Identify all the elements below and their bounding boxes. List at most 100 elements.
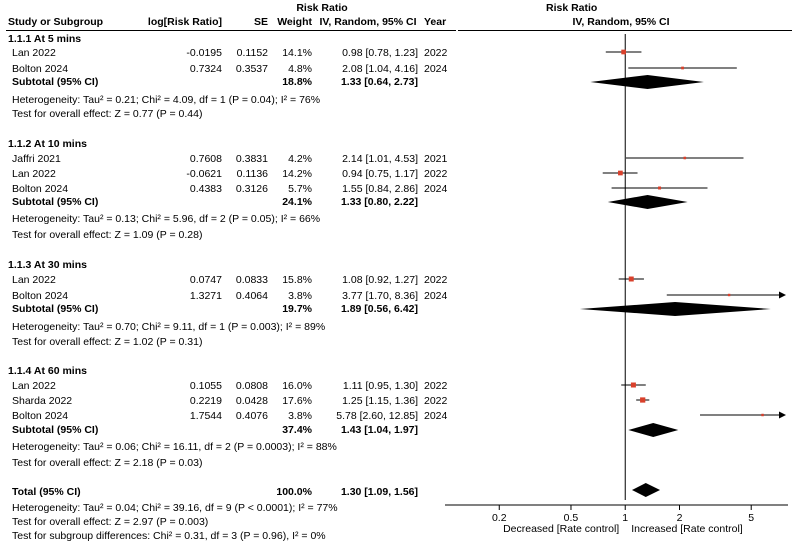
heterogeneity-text: Heterogeneity: Tau² = 0.21; Chi² = 4.09,… [12,94,321,106]
subtotal-ci: 1.33 [0.80, 2.22] [340,196,418,208]
header-log-rr: log[Risk Ratio] [147,16,222,28]
study-ci: 1.25 [1.15, 1.36] [342,395,418,407]
study-logrr: 0.0747 [189,274,222,286]
subtotal-weight: 19.7% [282,303,312,315]
study-weight: 16.0% [282,380,312,392]
subtotal-label: Subtotal (95% CI) [12,303,99,315]
study-box [658,186,662,190]
total-weight: 100.0% [276,486,312,498]
study-name: Sharda 2022 [12,395,73,407]
total-ci: 1.30 [1.09, 1.56] [340,486,418,498]
header-year: Year [424,16,447,28]
heterogeneity-text: Heterogeneity: Tau² = 0.06; Chi² = 16.11… [12,441,337,453]
subtotal-ci: 1.43 [1.04, 1.97] [340,424,418,436]
total-diamond [631,483,661,497]
subgroup-title: 1.1.2 At 10 mins [8,138,87,150]
total-heterogeneity-text: Heterogeneity: Tau² = 0.04; Chi² = 39.16… [12,502,338,514]
subtotal-weight: 37.4% [282,424,312,436]
subtotal-ci: 1.33 [0.64, 2.73] [340,76,418,88]
study-weight: 15.8% [282,274,312,286]
overall-effect-text: Test for overall effect: Z = 2.18 (P = 0… [12,457,203,469]
x-tick-label: 2 [677,512,683,524]
header-risk-ratio-left: Risk Ratio [296,2,348,14]
subtotal-diamond [628,423,679,437]
subtotal-ci: 1.89 [0.56, 6.42] [340,303,418,315]
study-box [681,66,684,70]
study-ci: 2.14 [1.01, 4.53] [342,153,418,165]
x-tick-label: 5 [748,512,754,524]
study-name: Lan 2022 [12,380,56,392]
study-weight: 4.2% [288,153,312,165]
study-se: 0.4064 [235,290,268,302]
study-logrr: 0.7324 [189,63,222,75]
study-box [683,156,687,160]
study-logrr: 0.2219 [189,395,222,407]
study-weight: 3.8% [288,410,312,422]
study-weight: 5.7% [288,183,312,195]
study-year: 2022 [424,168,448,180]
study-logrr: -0.0621 [186,168,222,180]
header-study: Study or Subgroup [8,16,104,28]
study-se: 0.3537 [235,63,268,75]
study-year: 2024 [424,290,448,302]
header-se: SE [253,16,268,28]
subtotal-weight: 18.8% [282,76,312,88]
study-se: 0.3126 [235,183,268,195]
study-logrr: 0.1055 [189,380,222,392]
study-year: 2022 [424,47,448,59]
study-box [621,49,626,55]
study-year: 2021 [424,153,448,165]
study-logrr: 0.4383 [189,183,222,195]
plot-subtitle: IV, Random, 95% CI [572,16,670,28]
subtotal-diamond [607,195,688,209]
header-risk-ratio-right: Risk Ratio [546,2,598,14]
study-name: Bolton 2024 [12,410,69,422]
overall-effect-text: Test for overall effect: Z = 1.09 (P = 0… [12,229,203,241]
study-ci: 2.08 [1.04, 4.16] [342,63,418,75]
overall-effect-text: Test for overall effect: Z = 0.77 (P = 0… [12,108,203,120]
study-year: 2024 [424,63,448,75]
x-tick-label: 1 [622,512,628,524]
study-weight: 4.8% [288,63,312,75]
plot-header-divider [458,30,792,31]
study-year: 2024 [424,183,448,195]
subtotal-label: Subtotal (95% CI) [12,196,99,208]
study-ci: 1.11 [0.95, 1.30] [342,380,418,392]
study-name: Lan 2022 [12,274,56,286]
study-se: 0.0808 [235,380,268,392]
study-box [727,293,731,297]
x-tick-label: 0.2 [492,512,507,524]
study-name: Lan 2022 [12,47,56,59]
study-box [618,170,623,176]
header-iv-random: IV, Random, 95% CI [319,16,417,28]
ci-arrow [779,291,786,299]
study-ci: 5.78 [2.60, 12.85] [336,410,418,422]
study-box [630,382,636,388]
study-name: Jaffri 2021 [12,153,61,165]
study-weight: 14.1% [282,47,312,59]
study-ci: 3.77 [1.70, 8.36] [342,290,418,302]
study-logrr: 1.3271 [189,290,222,302]
study-weight: 14.2% [282,168,312,180]
study-se: 0.3831 [235,153,268,165]
heterogeneity-text: Heterogeneity: Tau² = 0.70; Chi² = 9.11,… [12,321,326,333]
study-year: 2022 [424,395,448,407]
x-tick-label: 0.5 [564,512,579,524]
study-box [761,413,764,417]
heterogeneity-text: Heterogeneity: Tau² = 0.13; Chi² = 5.96,… [12,213,321,225]
subgroup-differences-text: Test for subgroup differences: Chi² = 0.… [12,530,326,542]
overall-effect-text: Test for overall effect: Z = 1.02 (P = 0… [12,336,203,348]
subtotal-diamond [579,302,771,316]
study-logrr: 1.7544 [189,410,222,422]
subtotal-weight: 24.1% [282,196,312,208]
study-se: 0.0428 [235,395,268,407]
subtotal-diamond [590,75,704,89]
total-label: Total (95% CI) [12,486,81,498]
header-weight: Weight [277,16,312,28]
study-ci: 0.94 [0.75, 1.17] [342,168,418,180]
study-ci: 1.08 [0.92, 1.27] [342,274,418,286]
favours-left-label: Decreased [Rate control] [503,523,619,535]
forest-table: Risk Ratio Risk Ratio Study or Subgroup … [6,2,597,542]
study-se: 0.1136 [236,168,268,180]
